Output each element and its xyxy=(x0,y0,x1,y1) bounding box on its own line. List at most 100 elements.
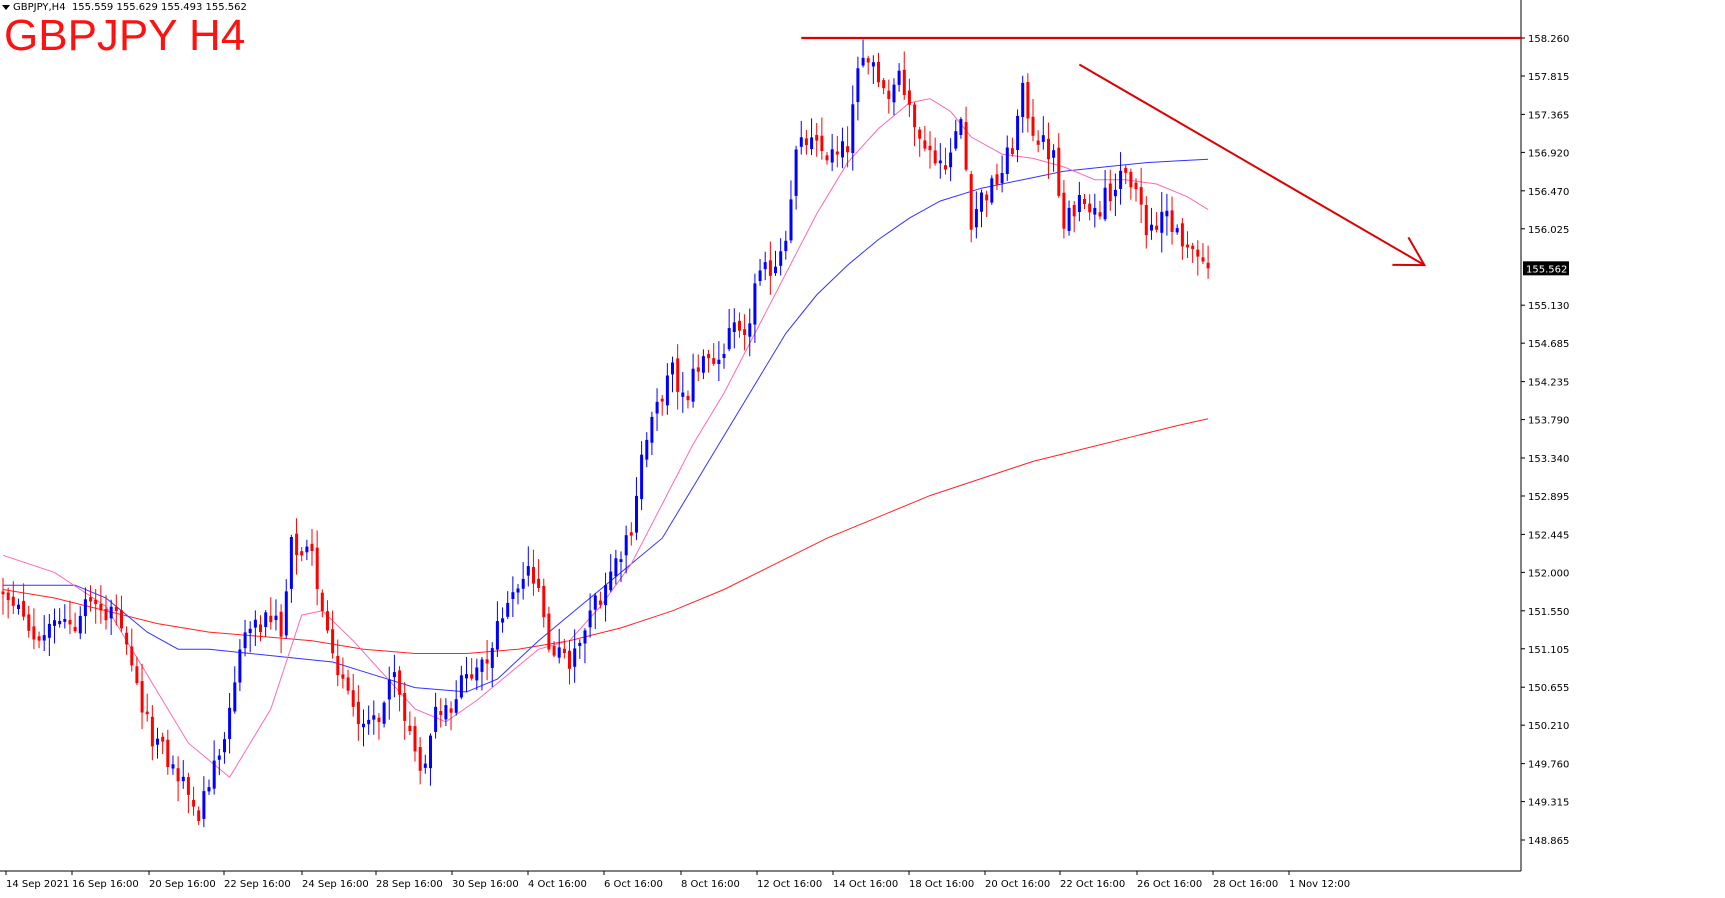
candle xyxy=(1124,165,1128,185)
candle xyxy=(835,136,839,168)
x-tick-label: 1 Nov 12:00 xyxy=(1289,879,1350,890)
candle-body xyxy=(382,702,386,724)
candle-body xyxy=(768,260,772,276)
candle-body xyxy=(861,57,865,66)
candle-body xyxy=(604,585,608,606)
candle xyxy=(120,595,123,632)
candle xyxy=(1165,193,1169,236)
candle-body xyxy=(372,715,376,720)
trend-arrow-line[interactable] xyxy=(1078,63,1425,266)
candle xyxy=(815,123,819,157)
candle-body xyxy=(609,571,613,591)
candle xyxy=(403,682,407,740)
candle xyxy=(954,119,958,151)
x-tick-label: 6 Oct 16:00 xyxy=(604,879,663,890)
candle xyxy=(897,63,901,92)
candle-body xyxy=(212,760,216,789)
x-tick-label: 12 Oct 16:00 xyxy=(757,879,822,890)
candle-body xyxy=(537,578,541,588)
candle xyxy=(799,120,803,155)
candle-body xyxy=(542,585,546,618)
candle-body xyxy=(289,537,293,589)
candle-body xyxy=(1010,148,1014,154)
candle-body xyxy=(104,609,108,621)
dropdown-arrow-icon[interactable] xyxy=(2,4,10,10)
candle xyxy=(1083,193,1086,209)
candle xyxy=(377,713,381,740)
candle xyxy=(526,546,530,587)
candle xyxy=(949,138,953,182)
candle xyxy=(331,610,335,659)
candle-body xyxy=(1113,189,1117,197)
candle xyxy=(305,539,309,561)
candle xyxy=(542,578,546,628)
candle xyxy=(233,666,237,714)
candle xyxy=(485,639,489,681)
candle-body xyxy=(120,610,123,629)
x-tick-label: 4 Oct 16:00 xyxy=(528,879,587,890)
y-tick-label: 149.760 xyxy=(1528,760,1569,771)
x-tick-label: 16 Sep 16:00 xyxy=(72,879,139,890)
candle-body xyxy=(1180,223,1184,247)
candle-body xyxy=(228,707,232,739)
candle-body xyxy=(763,262,767,270)
candle xyxy=(676,344,680,410)
candle xyxy=(73,612,77,633)
candle xyxy=(1031,98,1035,142)
candle-body xyxy=(856,68,860,102)
candle-body xyxy=(830,149,834,163)
candle xyxy=(985,190,989,218)
candle xyxy=(274,599,278,631)
candle-body xyxy=(532,566,535,584)
candle xyxy=(192,786,196,816)
candle-body xyxy=(835,151,839,155)
x-tick-label: 20 Oct 16:00 xyxy=(985,879,1050,890)
candle-body xyxy=(253,619,257,628)
candle-body xyxy=(871,62,875,67)
candle-body xyxy=(1000,173,1004,184)
candle xyxy=(1041,116,1045,150)
candle xyxy=(356,685,360,741)
candle-body xyxy=(1005,147,1009,174)
candle-body xyxy=(516,588,520,593)
candle-body xyxy=(1,591,5,595)
candle xyxy=(691,353,695,408)
candle xyxy=(295,518,299,575)
candle xyxy=(362,709,365,747)
candle-body xyxy=(485,659,489,664)
candle-body xyxy=(1098,212,1102,217)
candle-body xyxy=(511,592,515,599)
candle xyxy=(521,562,525,600)
candle xyxy=(1134,178,1138,202)
candle-body xyxy=(392,672,396,678)
candle-body xyxy=(1077,195,1081,212)
candle-body xyxy=(928,145,932,151)
candle xyxy=(743,314,747,351)
candle xyxy=(83,587,87,634)
candle xyxy=(1,577,5,615)
candle xyxy=(217,748,221,776)
candle-body xyxy=(63,619,67,622)
candle-body xyxy=(753,283,757,325)
candle xyxy=(511,576,515,618)
candle xyxy=(1201,243,1205,265)
candle xyxy=(959,117,963,139)
candle xyxy=(990,175,994,205)
candle xyxy=(315,530,319,606)
candle-body xyxy=(475,667,479,681)
candle xyxy=(804,129,808,155)
candle xyxy=(104,595,108,630)
candle-body xyxy=(671,362,674,375)
candle xyxy=(562,638,566,659)
candle-body xyxy=(732,322,736,332)
candle xyxy=(444,698,448,727)
candle xyxy=(53,608,56,644)
candle-body xyxy=(681,392,685,397)
symbol-info-bar[interactable]: GBPJPY,H4 155.559 155.629 155.493 155.56… xyxy=(2,2,247,13)
candle-body xyxy=(866,58,870,63)
candle-body xyxy=(1026,82,1030,119)
candle xyxy=(1021,75,1025,133)
candle xyxy=(1160,191,1164,253)
candle xyxy=(1119,152,1123,205)
